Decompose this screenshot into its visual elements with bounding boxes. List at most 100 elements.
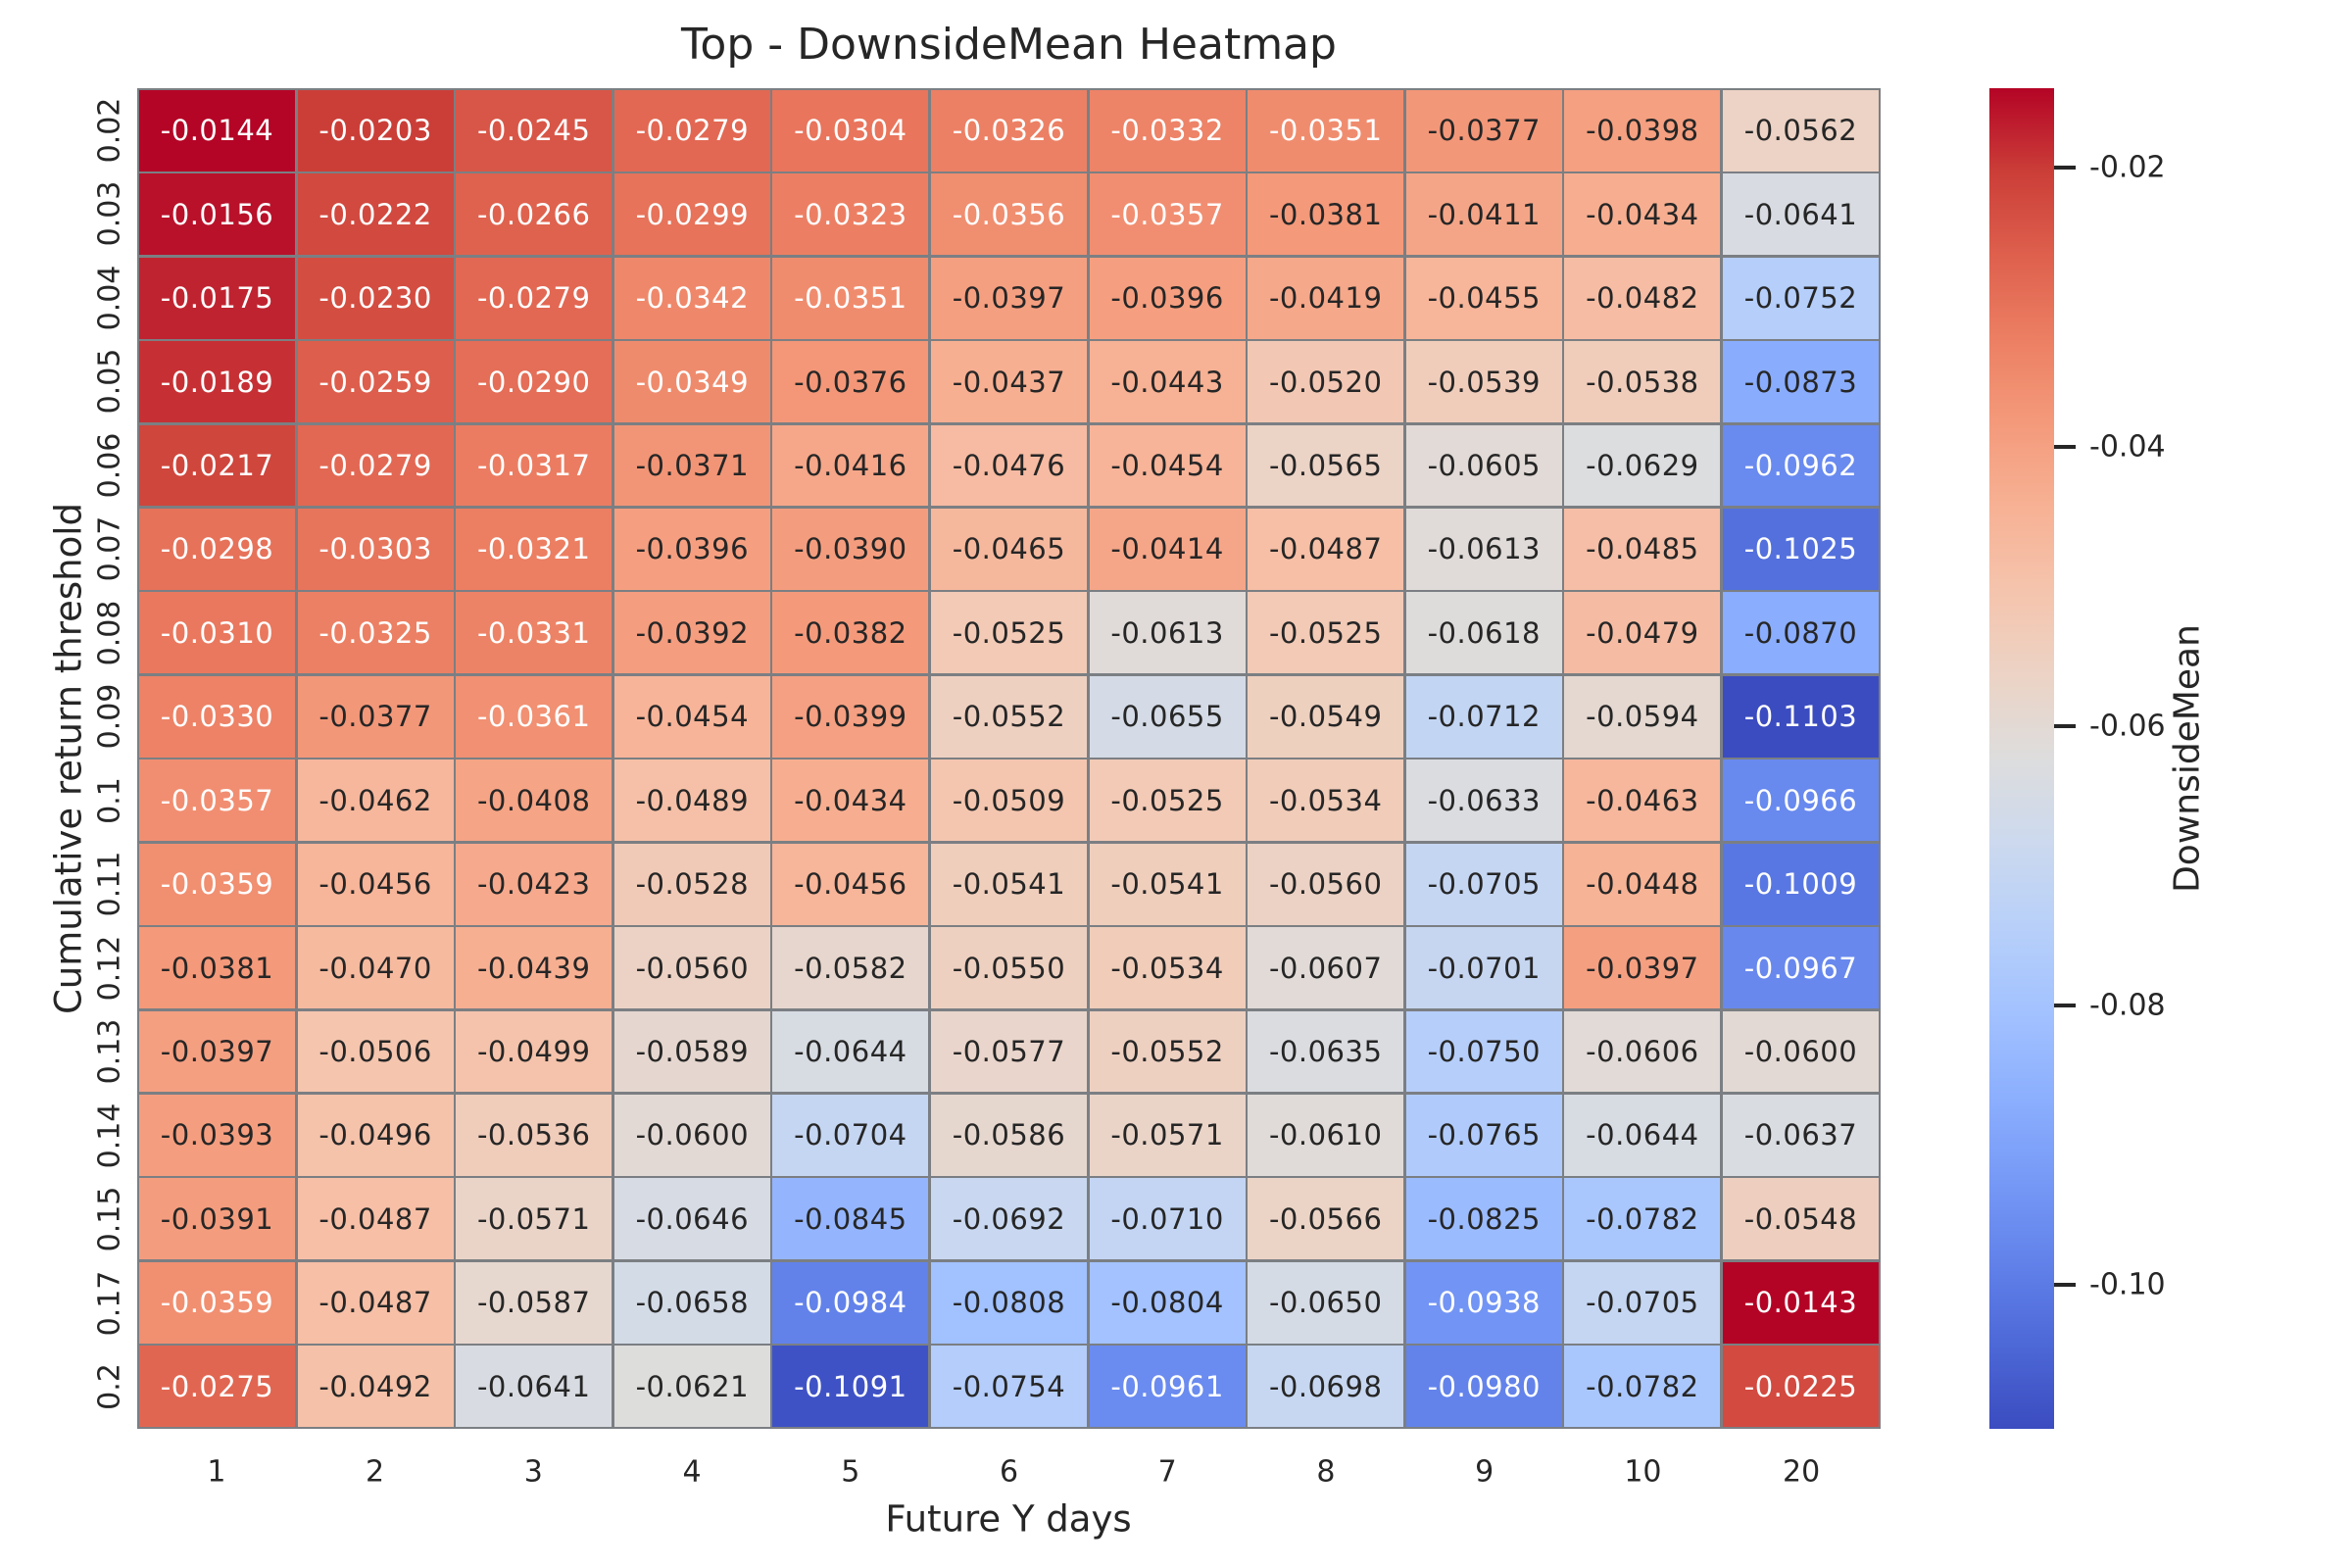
- cell-value: -0.0587: [476, 1286, 591, 1320]
- heatmap-cell: -0.0541: [1089, 843, 1246, 925]
- cell-value: -0.0456: [318, 867, 432, 902]
- heatmap-cell: -0.0463: [1564, 760, 1721, 842]
- cell-value: -0.0646: [635, 1201, 750, 1236]
- heatmap-cell: -0.0485: [1564, 509, 1721, 590]
- heatmap-cell: -0.0361: [456, 675, 612, 758]
- heatmap-cell: -0.0650: [1248, 1261, 1404, 1344]
- heatmap-cell: -0.0565: [1248, 424, 1404, 507]
- heatmap-cell: -0.0520: [1248, 341, 1404, 423]
- y-tick-label: 0.06: [92, 432, 127, 499]
- heatmap-cell: -0.0637: [1722, 1094, 1879, 1176]
- heatmap-cell: -0.0629: [1564, 424, 1721, 507]
- cell-value: -0.0552: [1110, 1034, 1224, 1068]
- heatmap-cell: -0.0577: [930, 1010, 1087, 1093]
- heatmap-cell: -0.0377: [1405, 90, 1562, 172]
- cell-value: -0.1091: [794, 1369, 907, 1403]
- cell-value: -0.0489: [635, 783, 750, 817]
- heatmap-cell: -0.0266: [456, 173, 612, 256]
- cell-value: -0.0144: [160, 114, 274, 148]
- cell-value: -0.0351: [794, 281, 907, 316]
- cell-value: -0.0482: [1586, 281, 1699, 316]
- heatmap-cell: -0.0586: [930, 1094, 1087, 1176]
- heatmap-cell: -0.0825: [1405, 1178, 1562, 1260]
- cell-value: -0.0808: [952, 1286, 1066, 1320]
- heatmap-cell: -0.0646: [613, 1178, 770, 1260]
- cell-value: -0.0356: [952, 197, 1066, 231]
- cell-value: -0.0534: [1110, 951, 1224, 985]
- cell-value: -0.0448: [1586, 867, 1699, 902]
- heatmap-grid: -0.0144 -0.0203 -0.0245 -0.0279 -0.0304 -0.03…: [137, 88, 1881, 1429]
- cell-value: -0.0541: [1110, 867, 1224, 902]
- heatmap-cell: -0.0303: [297, 509, 454, 590]
- heatmap-cell: -0.0443: [1089, 341, 1246, 423]
- heatmap-cell: -0.0225: [1722, 1346, 1879, 1427]
- cell-value: -0.0217: [160, 449, 274, 483]
- cell-value: -0.0538: [1586, 365, 1699, 399]
- heatmap-cell: -0.0782: [1564, 1346, 1721, 1427]
- cell-value: -0.0143: [1743, 1286, 1858, 1320]
- cell-value: -0.0299: [635, 197, 750, 231]
- cell-value: -0.0492: [318, 1369, 432, 1403]
- cell-value: -0.0434: [1586, 197, 1699, 231]
- heatmap-cell: -0.0489: [613, 760, 770, 842]
- heatmap-cell: -0.0456: [297, 843, 454, 925]
- heatmap-cell: -0.0390: [772, 509, 929, 590]
- y-tick-label: 0.1: [92, 776, 127, 824]
- cell-value: -0.0381: [1268, 197, 1383, 231]
- cell-value: -0.0439: [476, 951, 591, 985]
- cell-value: -0.0528: [635, 867, 750, 902]
- heatmap-cell: -0.0479: [1564, 592, 1721, 674]
- cell-value: -0.0310: [160, 615, 274, 650]
- y-tick-label: 0.09: [92, 683, 127, 750]
- cell-value: -0.0705: [1586, 1286, 1699, 1320]
- cell-value: -0.0586: [952, 1118, 1066, 1152]
- cell-value: -0.0317: [476, 449, 591, 483]
- cell-value: -0.0562: [1743, 114, 1858, 148]
- heatmap-cell: -0.0873: [1722, 341, 1879, 423]
- heatmap-cell: -0.0804: [1089, 1261, 1246, 1344]
- heatmap-cell: -0.0589: [613, 1010, 770, 1093]
- heatmap-cell: -0.0397: [930, 257, 1087, 339]
- heatmap-cell: -0.0641: [456, 1346, 612, 1427]
- heatmap-cell: -0.0621: [613, 1346, 770, 1427]
- cell-value: -0.0487: [318, 1286, 432, 1320]
- cell-value: -0.0984: [794, 1286, 907, 1320]
- cell-value: -0.0331: [476, 615, 591, 650]
- cell-value: -0.0698: [1268, 1369, 1383, 1403]
- cell-value: -0.0536: [476, 1118, 591, 1152]
- cell-value: -0.0644: [794, 1034, 907, 1068]
- cell-value: -0.0613: [1427, 532, 1541, 566]
- heatmap-cell: -0.0391: [139, 1178, 295, 1260]
- cell-value: -0.0423: [476, 867, 591, 902]
- cell-value: -0.0938: [1427, 1286, 1541, 1320]
- heatmap-cell: -0.0156: [139, 173, 295, 256]
- heatmap-cell: -0.0712: [1405, 675, 1562, 758]
- heatmap-cell: -0.0765: [1405, 1094, 1562, 1176]
- heatmap-cell: -0.0392: [613, 592, 770, 674]
- heatmap-cell: -0.0175: [139, 257, 295, 339]
- cell-value: -0.0465: [952, 532, 1066, 566]
- heatmap-cell: -0.0566: [1248, 1178, 1404, 1260]
- heatmap-cell: -0.0525: [1248, 592, 1404, 674]
- heatmap-cell: -0.0487: [297, 1261, 454, 1344]
- heatmap-cell: -0.0408: [456, 760, 612, 842]
- heatmap-cell: -0.0499: [456, 1010, 612, 1093]
- colorbar-tickmark: [2054, 724, 2076, 729]
- cell-value: -0.0454: [1110, 449, 1224, 483]
- cell-value: -0.0804: [1110, 1286, 1224, 1320]
- heatmap-cell: -0.0571: [1089, 1094, 1246, 1176]
- heatmap-cell: -0.0752: [1722, 257, 1879, 339]
- cell-value: -0.0414: [1110, 532, 1224, 566]
- heatmap-cell: -0.0698: [1248, 1346, 1404, 1427]
- cell-value: -0.0549: [1268, 700, 1383, 734]
- cell-value: -0.0566: [1268, 1201, 1383, 1236]
- cell-value: -0.0650: [1268, 1286, 1383, 1320]
- cell-value: -0.0361: [476, 700, 591, 734]
- cell-value: -0.0825: [1427, 1201, 1541, 1236]
- heatmap-cell: -0.0655: [1089, 675, 1246, 758]
- heatmap-cell: -0.0245: [456, 90, 612, 172]
- cell-value: -0.0605: [1427, 449, 1541, 483]
- cell-value: -0.0509: [952, 783, 1066, 817]
- heatmap-cell: -0.0552: [1089, 1010, 1246, 1093]
- cell-value: -0.0454: [635, 700, 750, 734]
